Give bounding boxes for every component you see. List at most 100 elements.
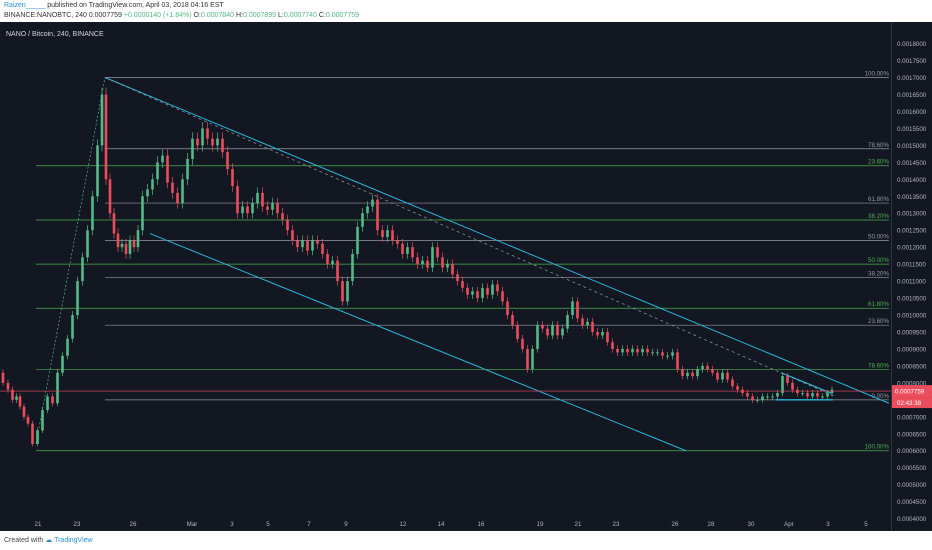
candle-body <box>761 396 764 400</box>
candle-body <box>796 389 799 394</box>
candle-body <box>571 301 574 316</box>
candle-body <box>771 396 774 398</box>
candle-body <box>156 162 159 180</box>
candle-body <box>631 348 634 353</box>
price-badge <box>891 385 932 398</box>
candle-body <box>6 382 10 390</box>
candle-body <box>621 348 624 353</box>
candle-body <box>341 281 344 302</box>
candle-body <box>741 389 744 394</box>
price-axis-divider <box>891 22 892 531</box>
candle-body <box>124 243 128 254</box>
candle-body <box>51 396 54 404</box>
x-tick-label: 3 <box>230 521 234 528</box>
candle-body <box>686 372 689 377</box>
candle-body <box>251 203 254 214</box>
tradingview-logo-icon: ☁ <box>45 537 53 544</box>
y-tick-label: 0.0017500 <box>897 58 927 65</box>
candle-body <box>651 352 654 354</box>
open-label: O: <box>193 12 201 19</box>
candle-body <box>611 342 614 349</box>
candle-body <box>336 260 339 282</box>
candle-body <box>626 348 629 353</box>
candle-body <box>596 331 599 336</box>
candle-body <box>1 372 5 383</box>
x-tick-label: 5 <box>864 521 868 528</box>
candle-body <box>96 145 99 197</box>
candle-body <box>286 220 289 231</box>
candle-body <box>276 203 279 214</box>
chart-area[interactable]: 0.0018000 0.0017500 0.0017000 0.0016500 0.00… <box>0 22 932 531</box>
y-tick-label: 0.0006000 <box>897 448 927 455</box>
candle-body <box>331 260 334 265</box>
candle-body <box>546 328 549 336</box>
candle-body <box>166 155 169 183</box>
candle-body <box>516 325 519 339</box>
candle-body <box>476 291 479 299</box>
candle-body <box>501 291 504 302</box>
x-tick-label: 5 <box>266 521 270 528</box>
candle-body <box>36 430 39 444</box>
candle-body <box>146 189 149 197</box>
candle-body <box>441 257 444 268</box>
candle-body <box>196 138 199 146</box>
candle-body <box>266 206 269 210</box>
x-tick-label: 3 <box>826 521 830 528</box>
candle-body <box>112 213 116 234</box>
candle-body <box>211 138 214 146</box>
candle-body <box>521 338 524 349</box>
candle-body <box>141 196 144 231</box>
candle-body <box>556 325 559 336</box>
candle-body <box>641 348 644 353</box>
candle-body <box>186 158 189 180</box>
candle-body <box>531 348 534 370</box>
x-tick-label: 23 <box>613 521 620 528</box>
x-tick-label: 16 <box>478 521 485 528</box>
candle-body <box>201 128 204 146</box>
y-tick-label: 0.0010000 <box>897 313 927 320</box>
x-tick-label: 21 <box>35 521 42 528</box>
candle-body <box>226 152 229 170</box>
y-tick-label: 0.0018000 <box>897 41 927 48</box>
author-link[interactable]: Raizen_____ <box>4 2 46 9</box>
candle-body <box>56 372 59 404</box>
candle-body <box>666 355 669 357</box>
tradingview-link[interactable]: TradingView <box>54 537 93 544</box>
chart-svg[interactable]: 0.0018000 0.0017500 0.0017000 0.0016500 0.00… <box>0 22 932 531</box>
published-text: published on TradingView.com, April 03, … <box>47 2 224 9</box>
wedge-upper-line <box>780 372 832 394</box>
candle-body <box>46 396 49 411</box>
close-value: 0.0007759 <box>325 12 360 19</box>
open-value: 0.0007840 <box>200 12 235 19</box>
candle-body <box>830 389 834 394</box>
candle-body <box>66 338 69 356</box>
candle-body <box>451 264 454 275</box>
candle-body <box>356 226 359 254</box>
candle-body <box>366 206 369 214</box>
x-tick-label: 19 <box>537 521 544 528</box>
candle-body <box>696 369 699 377</box>
candle-body <box>431 247 434 268</box>
candle-body <box>506 301 509 316</box>
x-tick-label: 12 <box>400 521 407 528</box>
candle-body <box>261 192 264 207</box>
candle-body <box>746 393 749 397</box>
y-tick-label: 0.0006500 <box>897 431 927 438</box>
y-tick-label: 0.0009000 <box>897 346 927 353</box>
y-tick-label: 0.0017000 <box>897 75 927 82</box>
ticker: BINANCE:NANOBTC, 240 <box>4 12 87 19</box>
candle-body <box>561 328 564 336</box>
candle-body <box>411 247 414 258</box>
candle-body <box>61 355 64 373</box>
candle-body <box>76 281 79 316</box>
candle-body <box>671 352 674 356</box>
candle-body <box>591 321 594 332</box>
candle-body <box>421 260 424 265</box>
candle-body <box>386 230 389 237</box>
candle-body <box>426 260 429 268</box>
candle-body <box>811 393 814 397</box>
candle-body <box>306 240 309 251</box>
candle-body <box>656 352 659 354</box>
candle-body <box>806 393 809 397</box>
x-tick-label: 26 <box>130 521 137 528</box>
